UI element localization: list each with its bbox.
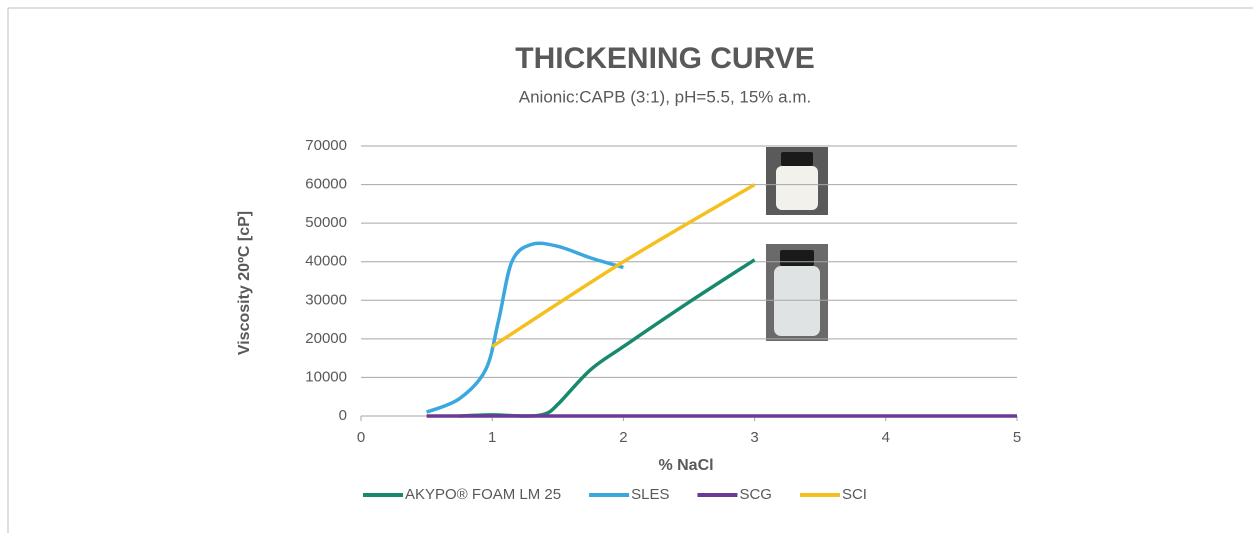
chart-title: THICKENING CURVE [515, 42, 814, 75]
data-line [425, 241, 624, 414]
y-tick-label: 10000 [305, 368, 347, 385]
x-tick-label: 0 [357, 429, 365, 446]
y-axis-label: Viscosity 20ºC [cP] [236, 211, 253, 355]
y-tick-label: 20000 [305, 330, 347, 347]
photo-milky-jar [766, 147, 828, 215]
y-tick-label: 40000 [305, 253, 347, 270]
y-tick-label: 70000 [305, 137, 347, 154]
x-tick-label: 3 [750, 429, 758, 446]
legend-label: SCI [842, 486, 867, 503]
legend-label: SCG [739, 486, 772, 503]
x-tick-label: 4 [882, 429, 890, 446]
y-tick-label: 0 [339, 407, 347, 424]
legend-label: AKYPO® FOAM LM 25 [405, 486, 561, 503]
y-tick-label: 60000 [305, 176, 347, 193]
x-tick-label: 2 [619, 429, 627, 446]
x-tick-label: 5 [1013, 429, 1021, 446]
y-tick-label: 30000 [305, 291, 347, 308]
chart-subtitle: Anionic:CAPB (3:1), pH=5.5, 15% a.m. [519, 87, 811, 106]
data-line [491, 183, 756, 349]
legend-label: SLES [631, 486, 669, 503]
x-axis-label: % NaCl [658, 457, 713, 474]
photo-clear-jar [766, 244, 828, 341]
x-tick-label: 1 [488, 429, 496, 446]
y-tick-label: 50000 [305, 214, 347, 231]
